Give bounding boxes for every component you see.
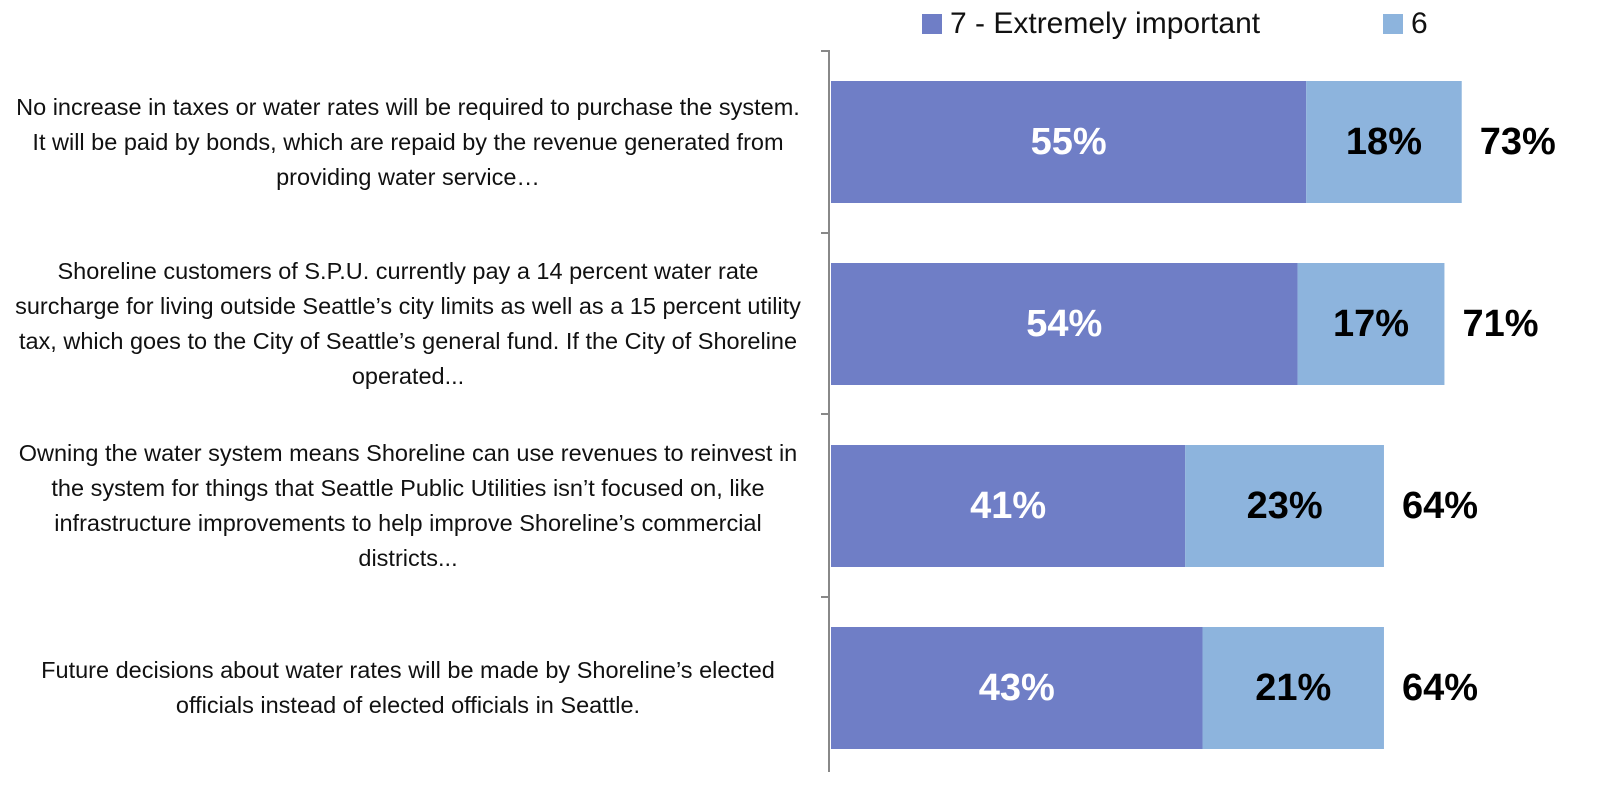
bar-segment: [831, 627, 1203, 749]
total-label: 73%: [1480, 121, 1556, 163]
value-label: 55%: [1031, 121, 1107, 163]
value-label: 23%: [1247, 485, 1323, 527]
value-label: 41%: [970, 485, 1046, 527]
legend-swatch: [922, 14, 942, 34]
legend-label: 6: [1411, 7, 1428, 40]
category-label: No increase in taxes or water rates will…: [16, 93, 800, 190]
value-label: 43%: [979, 667, 1055, 709]
category-label: Shoreline customers of S.P.U. currently …: [15, 258, 801, 389]
total-label: 64%: [1402, 485, 1478, 527]
total-label: 64%: [1402, 667, 1478, 709]
bar-segment: [1202, 627, 1384, 749]
bar-segment: [831, 81, 1307, 203]
bar-segment: [1185, 445, 1384, 567]
category-label: Future decisions about water rates will …: [41, 657, 775, 718]
axis: [821, 50, 830, 772]
bar-segment: [831, 263, 1298, 385]
value-label: 18%: [1346, 121, 1422, 163]
value-label: 21%: [1255, 667, 1331, 709]
legend-label: 7 - Extremely important: [950, 7, 1261, 40]
value-label: 54%: [1026, 303, 1102, 345]
bar-segment: [1306, 81, 1462, 203]
value-label: 17%: [1333, 303, 1409, 345]
total-label: 71%: [1462, 303, 1538, 345]
bar-segment: [831, 445, 1186, 567]
category-label: Owning the water system means Shoreline …: [18, 440, 798, 571]
legend-swatch: [1383, 14, 1403, 34]
bar-segment: [1297, 263, 1445, 385]
